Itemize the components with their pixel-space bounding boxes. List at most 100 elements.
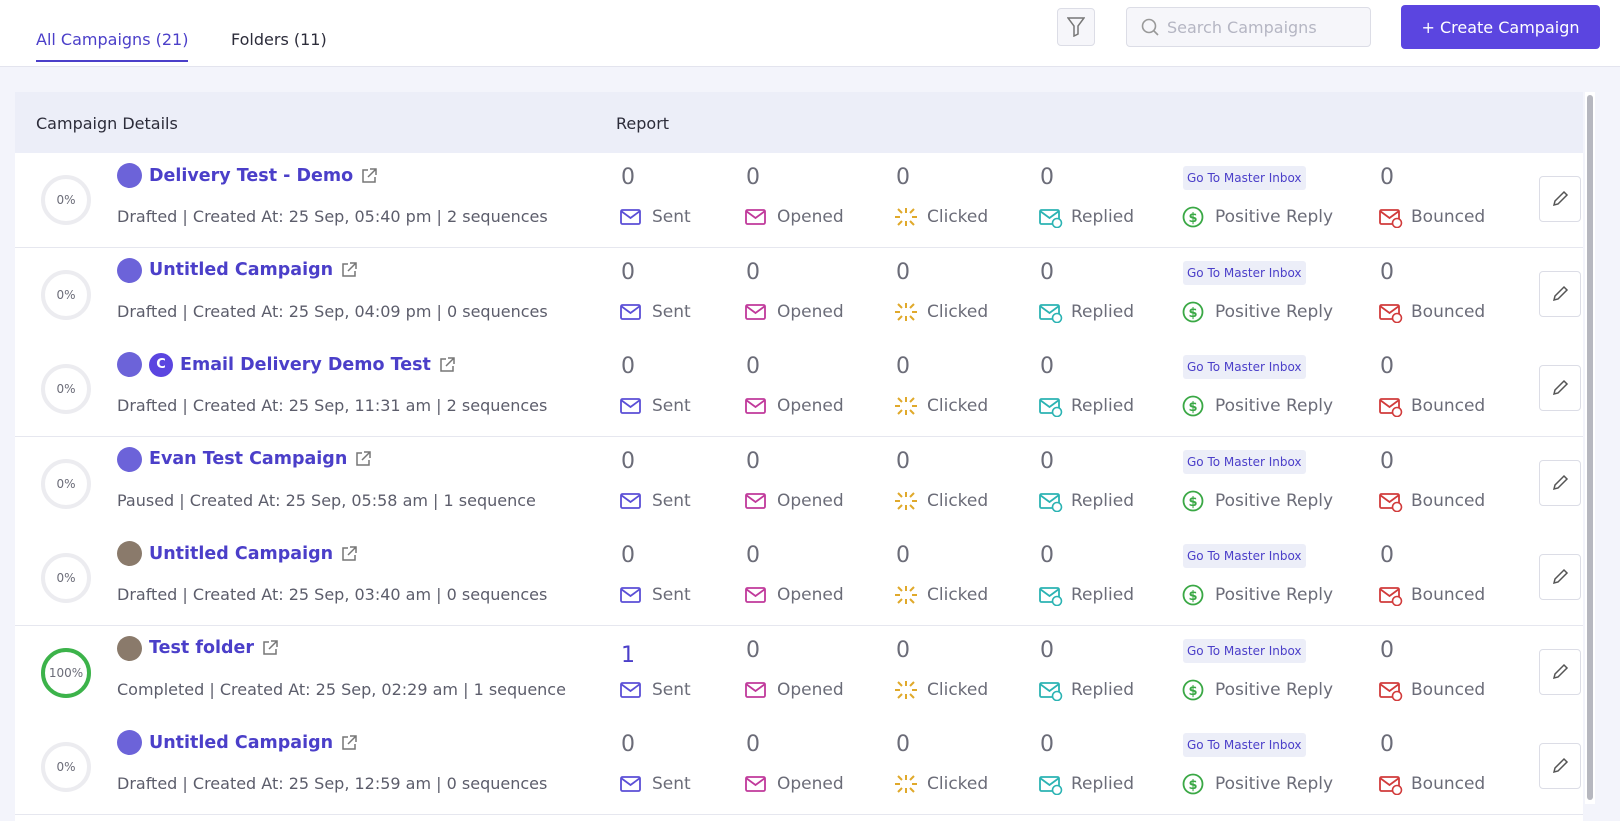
metric-label: Sent — [618, 395, 691, 417]
icon-stroke — [1379, 681, 1400, 698]
filter-button[interactable] — [1057, 8, 1095, 46]
metric-value: 0 — [896, 448, 910, 474]
metric-icon — [745, 492, 766, 509]
edit-button[interactable] — [1539, 554, 1581, 600]
edit-button[interactable] — [1539, 459, 1581, 506]
progress-label: 0% — [56, 760, 75, 774]
campaign-name[interactable]: Delivery Test - Demo — [149, 165, 354, 186]
icon-stroke — [1039, 776, 1060, 792]
metric-icon — [1039, 681, 1063, 701]
external-link[interactable] — [261, 639, 279, 657]
icon-stroke — [620, 304, 641, 314]
icon-stroke — [909, 314, 915, 321]
icon-stroke — [1182, 395, 1204, 417]
metric-value: 0 — [1040, 259, 1054, 285]
icon-stroke — [620, 209, 641, 225]
icon-stroke — [897, 692, 903, 699]
name-line: Untitled Campaign — [117, 257, 358, 283]
metric-label: Clicked — [893, 395, 988, 417]
edit-button[interactable] — [1539, 176, 1581, 222]
name-line: Test folder — [117, 635, 279, 661]
icon-stroke — [1051, 406, 1063, 417]
metric-icon: $ — [1182, 584, 1204, 606]
metric-label-text: Sent — [652, 207, 691, 227]
metric-label-text: Replied — [1071, 301, 1134, 322]
external-link[interactable] — [354, 450, 372, 468]
metric-icon — [745, 398, 766, 414]
search-input[interactable]: Search Campaigns — [1126, 7, 1371, 47]
campaign-name[interactable]: Untitled Campaign — [149, 543, 334, 564]
progress-ring: 0% — [41, 742, 91, 792]
avatar — [117, 635, 142, 661]
campaign-name[interactable]: Untitled Campaign — [149, 260, 334, 280]
master-inbox-button[interactable]: Go To Master Inbox — [1183, 638, 1306, 663]
metric-value: 0 — [1040, 732, 1054, 757]
metric-label-text: Positive Reply — [1215, 679, 1334, 700]
metric-icon: $ — [1182, 490, 1204, 511]
progress-label: 0% — [56, 382, 75, 396]
edit-button[interactable] — [1539, 648, 1581, 695]
icon-stroke — [1391, 406, 1403, 417]
metric-label-text: Opened — [777, 396, 844, 416]
icon-stroke — [1391, 690, 1403, 701]
metric-label: Clicked — [893, 206, 988, 228]
progress-track — [41, 742, 91, 792]
icon-stroke — [1051, 501, 1063, 512]
icon-stroke — [620, 682, 641, 692]
edit-button[interactable] — [1539, 270, 1581, 317]
master-inbox-button[interactable]: Go To Master Inbox — [1183, 449, 1306, 474]
master-inbox-button[interactable]: Go To Master Inbox — [1183, 166, 1306, 190]
search-placeholder: Search Campaigns — [1167, 17, 1317, 37]
metric-value: 0 — [621, 259, 635, 285]
master-inbox-button[interactable]: Go To Master Inbox — [1183, 260, 1306, 285]
metric-label: $ Positive Reply — [1181, 679, 1333, 701]
campaign-row: 0% C Email Delivery Demo Test Drafted | Cre… — [15, 342, 1583, 437]
progress-track — [41, 553, 91, 603]
master-inbox-button[interactable]: Go To Master Inbox — [1183, 733, 1306, 757]
edit-button[interactable] — [1539, 365, 1581, 411]
metric-label-text: Positive Reply — [1215, 774, 1334, 794]
tab[interactable]: Folders (11) — [231, 30, 327, 49]
metric-label-text: Bounced — [1411, 396, 1486, 416]
external-link[interactable] — [340, 734, 358, 752]
external-link[interactable] — [340, 545, 358, 563]
create-campaign-button[interactable]: + Create Campaign — [1401, 5, 1600, 49]
metric-label: Opened — [743, 773, 844, 795]
campaign-row: 0% Untitled Campaign Drafted | Created At:… — [15, 247, 1583, 343]
campaign-name[interactable]: Email Delivery Demo Test — [180, 354, 431, 375]
icon-stroke — [1039, 588, 1060, 598]
metric-label: Sent — [618, 773, 691, 795]
campaign-row: 0% Delivery Test - Demo Drafted | Created … — [15, 153, 1583, 248]
master-inbox-button[interactable]: Go To Master Inbox — [1183, 544, 1306, 568]
icon-stroke — [745, 493, 766, 503]
top-bar: All Campaigns (21) Folders (11) Search C… — [0, 0, 1620, 67]
icon-stroke — [1379, 682, 1400, 692]
scrollbar-thumb[interactable] — [1587, 95, 1593, 800]
campaign-name[interactable]: Evan Test Campaign — [149, 449, 348, 469]
metric-label: Replied — [1037, 490, 1134, 512]
metric-icon — [1379, 492, 1403, 512]
icon-stroke — [356, 451, 372, 466]
edit-button[interactable] — [1539, 743, 1581, 789]
external-link[interactable] — [438, 356, 456, 374]
avatar — [117, 541, 142, 566]
metric-label-text: Replied — [1071, 490, 1134, 511]
tab[interactable]: All Campaigns (21) — [36, 30, 189, 62]
icon-stroke — [897, 775, 903, 781]
metric-label: Sent — [618, 679, 691, 701]
external-link[interactable] — [360, 167, 378, 185]
metric-icon — [1379, 587, 1403, 606]
external-link[interactable] — [340, 261, 358, 279]
metric-label-text: Opened — [777, 774, 844, 794]
icon-stroke — [1552, 285, 1569, 301]
master-inbox-button[interactable]: Go To Master Inbox — [1183, 355, 1306, 379]
metric-icon — [620, 681, 641, 698]
avatar — [117, 257, 142, 283]
icon-stroke — [1379, 303, 1400, 320]
campaign-name[interactable]: Test folder — [149, 638, 255, 658]
metric-label: Replied — [1037, 206, 1134, 228]
progress-track — [41, 175, 91, 225]
metric-icon — [745, 587, 766, 603]
campaign-name[interactable]: Untitled Campaign — [149, 732, 334, 753]
